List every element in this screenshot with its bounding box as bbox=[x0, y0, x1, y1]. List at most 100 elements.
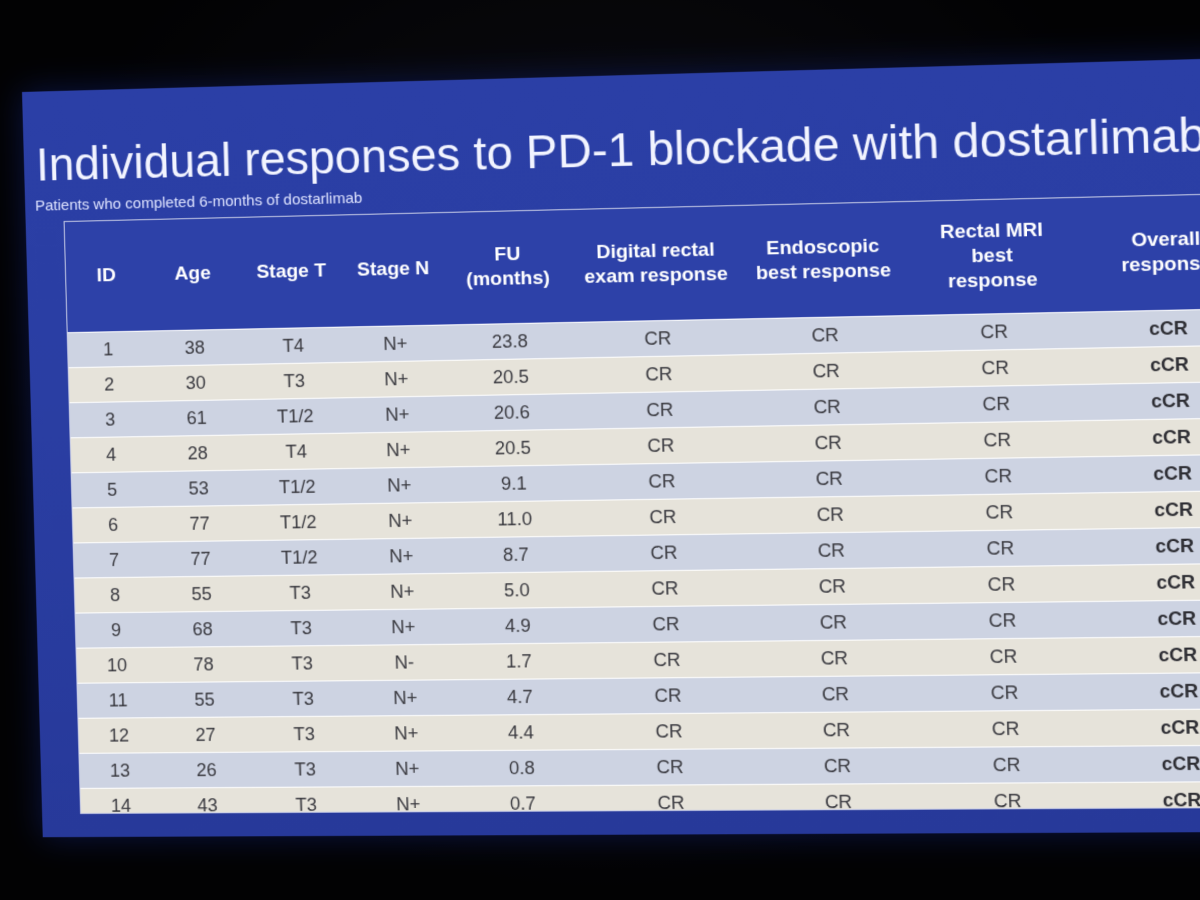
cell-endoscopic-response: CR bbox=[747, 567, 918, 606]
cell-age: 55 bbox=[157, 681, 252, 718]
cell-stage-n: N+ bbox=[358, 786, 459, 814]
cell-stage-n: N+ bbox=[352, 573, 453, 610]
cell-digital-rectal-response: CR bbox=[580, 533, 748, 572]
cell-fu-months: 20.5 bbox=[445, 357, 577, 396]
cell-age: 61 bbox=[150, 399, 244, 437]
cell-endoscopic-response: CR bbox=[746, 531, 917, 570]
cell-mri-response: CR bbox=[919, 673, 1091, 712]
cell-stage-t: T4 bbox=[240, 327, 347, 365]
cell-stage-t: T3 bbox=[241, 362, 348, 400]
cell-digital-rectal-response: CR bbox=[575, 354, 743, 394]
cell-mri-response: CR bbox=[917, 601, 1089, 640]
cell-mri-response: CR bbox=[908, 312, 1081, 352]
cell-stage-n: N+ bbox=[355, 679, 456, 717]
cell-stage-t: T1/2 bbox=[242, 397, 349, 435]
cell-overall-response: cCR bbox=[1084, 490, 1200, 530]
cell-mri-response: CR bbox=[915, 529, 1087, 568]
cell-fu-months: 4.4 bbox=[455, 714, 587, 751]
cell-overall-response: cCR bbox=[1086, 563, 1200, 602]
cell-mri-response: CR bbox=[913, 456, 1085, 496]
responses-table-container: ID Age Stage T Stage N FU (months) Digit… bbox=[63, 192, 1200, 814]
cell-id: 3 bbox=[69, 401, 152, 438]
cell-overall-response: cCR bbox=[1092, 781, 1200, 814]
table-header-row: ID Age Stage T Stage N FU (months) Digit… bbox=[64, 193, 1200, 333]
cell-stage-n: N+ bbox=[353, 608, 454, 646]
cell-digital-rectal-response: CR bbox=[579, 497, 747, 537]
header-rectal-mri: Rectal MRI best response bbox=[905, 197, 1079, 316]
cell-age: 53 bbox=[152, 470, 246, 507]
cell-stage-n: N+ bbox=[347, 395, 448, 434]
cell-stage-t: T3 bbox=[252, 751, 359, 788]
cell-stage-t: T3 bbox=[247, 574, 354, 612]
cell-id: 5 bbox=[71, 471, 154, 508]
cell-age: 38 bbox=[148, 329, 242, 367]
cell-digital-rectal-response: CR bbox=[574, 318, 742, 358]
cell-age: 28 bbox=[151, 434, 245, 472]
cell-digital-rectal-response: CR bbox=[587, 784, 755, 814]
cell-overall-response: cCR bbox=[1091, 745, 1200, 783]
cell-fu-months: 0.8 bbox=[456, 749, 588, 787]
cell-overall-response: cCR bbox=[1078, 308, 1200, 349]
header-stage-t: Stage T bbox=[237, 215, 346, 330]
slide-subtitle: Patients who completed 6-months of dosta… bbox=[34, 189, 363, 215]
cell-stage-n: N+ bbox=[348, 431, 449, 469]
cell-id: 9 bbox=[75, 612, 157, 649]
cell-stage-t: T3 bbox=[250, 680, 357, 717]
cell-stage-t: T4 bbox=[243, 433, 350, 471]
cell-endoscopic-response: CR bbox=[750, 675, 921, 713]
cell-digital-rectal-response: CR bbox=[578, 462, 746, 501]
header-id: ID bbox=[64, 220, 149, 333]
cell-age: 30 bbox=[149, 364, 243, 402]
cell-id: 1 bbox=[67, 331, 150, 368]
cell-stage-t: T1/2 bbox=[246, 539, 353, 576]
cell-mri-response: CR bbox=[916, 565, 1088, 604]
cell-fu-months: 5.0 bbox=[451, 571, 583, 609]
cell-endoscopic-response: CR bbox=[743, 423, 914, 463]
cell-stage-t: T3 bbox=[251, 716, 358, 753]
cell-age: 27 bbox=[158, 716, 253, 753]
cell-digital-rectal-response: CR bbox=[586, 748, 754, 786]
cell-id: 13 bbox=[79, 752, 161, 789]
cell-stage-n: N+ bbox=[350, 502, 451, 540]
header-endoscopic: Endoscopic best response bbox=[737, 201, 909, 319]
cell-digital-rectal-response: CR bbox=[585, 712, 753, 750]
cell-stage-n: N+ bbox=[349, 466, 450, 504]
cell-endoscopic-response: CR bbox=[741, 351, 912, 391]
cell-overall-response: cCR bbox=[1087, 599, 1200, 638]
cell-fu-months: 23.8 bbox=[444, 322, 576, 361]
responses-table: ID Age Stage T Stage N FU (months) Digit… bbox=[64, 193, 1200, 814]
cell-endoscopic-response: CR bbox=[749, 639, 920, 678]
cell-overall-response: cCR bbox=[1082, 417, 1200, 457]
cell-age: 77 bbox=[153, 505, 247, 542]
header-overall: Overall response bbox=[1075, 193, 1200, 313]
cell-age: 68 bbox=[155, 611, 250, 648]
cell-endoscopic-response: CR bbox=[753, 783, 924, 814]
cell-stage-n: N+ bbox=[356, 715, 457, 752]
cell-mri-response: CR bbox=[918, 637, 1090, 676]
header-digital-rectal: Digital rectal exam response bbox=[571, 205, 741, 323]
cell-id: 8 bbox=[74, 577, 156, 614]
cell-mri-response: CR bbox=[921, 746, 1093, 784]
cell-fu-months: 20.6 bbox=[446, 393, 578, 432]
cell-age: 77 bbox=[154, 540, 248, 578]
cell-stage-t: T1/2 bbox=[245, 503, 352, 541]
cell-stage-t: T3 bbox=[253, 786, 360, 814]
cell-id: 11 bbox=[77, 682, 159, 719]
cell-endoscopic-response: CR bbox=[745, 495, 916, 534]
cell-endoscopic-response: CR bbox=[742, 387, 913, 427]
cell-stage-t: T3 bbox=[249, 645, 356, 682]
cell-endoscopic-response: CR bbox=[752, 747, 923, 785]
cell-id: 7 bbox=[73, 541, 155, 579]
cell-stage-n: N+ bbox=[345, 325, 446, 363]
cell-age: 43 bbox=[160, 787, 255, 814]
header-stage-n: Stage N bbox=[341, 213, 445, 328]
cell-overall-response: cCR bbox=[1083, 453, 1200, 493]
cell-id: 14 bbox=[80, 787, 162, 814]
cell-mri-response: CR bbox=[911, 384, 1083, 424]
cell-digital-rectal-response: CR bbox=[577, 426, 745, 465]
cell-mri-response: CR bbox=[914, 492, 1086, 532]
cell-age: 55 bbox=[154, 575, 249, 613]
cell-overall-response: cCR bbox=[1080, 344, 1200, 385]
cell-stage-t: T3 bbox=[248, 609, 355, 647]
